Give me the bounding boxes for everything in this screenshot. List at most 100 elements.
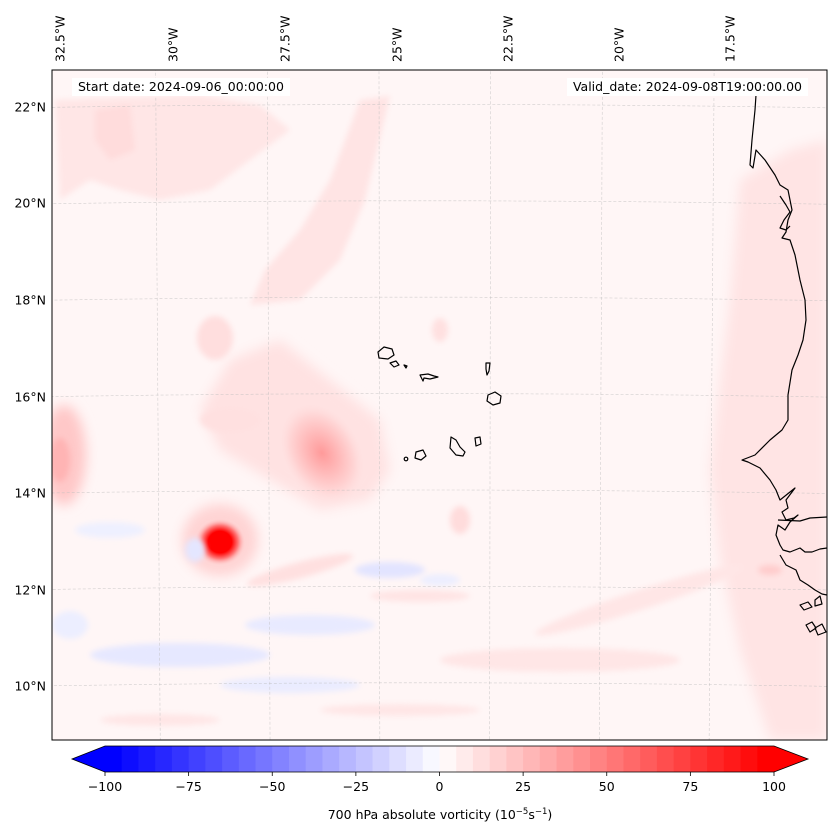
longitude-tick-label: 32.5°W: [53, 16, 68, 62]
colorbar: −100 −75 −50 −25 0 25 50 75 100: [70, 745, 810, 794]
meridian-gridline: [378, 70, 381, 740]
parallel-gridline: [52, 296, 827, 301]
bijagos-island: [799, 601, 813, 611]
colorbar-label-end: ): [547, 807, 553, 822]
colorbar-segment: [422, 746, 441, 772]
colorbar-label-unit: s: [528, 807, 535, 822]
gambia-border: [777, 516, 827, 522]
parallel-gridline: [52, 682, 827, 687]
colorbar-segment: [255, 746, 273, 772]
colorbar-segment: [406, 746, 424, 772]
colorbar-segment: [489, 746, 507, 772]
parallel-gridline: [52, 393, 827, 398]
colorbar-extend-max: [774, 746, 808, 772]
meridian-gridline: [267, 70, 271, 740]
secondary-vorticity-max: [275, 398, 369, 508]
positive-vorticity-streak: [535, 564, 745, 636]
colorbar-segment: [389, 746, 407, 772]
latitude-tick-label: 18°N: [14, 293, 46, 308]
meridian-gridline: [708, 70, 715, 740]
colorbar-segment: [188, 746, 206, 772]
negative-vorticity-area: [355, 562, 425, 578]
positive-vorticity-area: [52, 438, 70, 482]
negative-vorticity-area: [245, 615, 375, 635]
colorbar-segment: [222, 746, 240, 772]
map-frame: [51, 69, 828, 741]
colorbar-segment: [456, 746, 474, 772]
colorbar-label-main: 700 hPa absolute vorticity (10: [327, 807, 516, 822]
bijagos-island: [814, 623, 827, 636]
island-sao-vicente: [389, 360, 400, 368]
positive-vorticity-band: [250, 96, 390, 305]
negative-vorticity-area: [220, 677, 360, 693]
latitude-tick-label: 16°N: [14, 390, 46, 405]
colorbar-tick-label: −100: [88, 779, 122, 794]
colorbar-segment: [439, 746, 457, 772]
colorbar-segment: [355, 746, 374, 772]
colorbar-tick-label: −75: [175, 779, 201, 794]
latitude-tick-label: 20°N: [14, 196, 46, 211]
island-santiago: [449, 436, 466, 457]
start-date-label: Start date: 2024-09-06_00:00:00: [72, 78, 290, 96]
positive-vorticity-streak: [246, 553, 354, 587]
latitude-labels: 22°N 20°N 18°N 16°N 14°N 12°N 10°N: [14, 100, 46, 694]
colorbar-segment: [372, 746, 390, 772]
colorbar-segment: [656, 746, 675, 772]
negative-vorticity-area: [185, 538, 205, 562]
positive-vorticity-area: [758, 565, 782, 575]
colorbar-extend-min: [72, 746, 105, 772]
bijagos-island: [814, 595, 823, 607]
island-boa-vista: [486, 391, 502, 406]
colorbar-segment: [238, 746, 257, 772]
colorbar-segment: [673, 746, 691, 772]
colorbar-segment: [556, 746, 574, 772]
latitude-tick-label: 22°N: [14, 100, 46, 115]
negative-vorticity-area: [75, 522, 145, 538]
colorbar-segment: [305, 746, 324, 772]
island-santa-luzia: [403, 364, 408, 369]
meridian-gridline: [155, 70, 161, 740]
island-maio: [474, 436, 482, 447]
senegal-river-mouth: [779, 195, 791, 231]
meridian-gridline: [489, 70, 491, 740]
negative-vorticity-area: [420, 574, 460, 586]
negative-vorticity-area: [90, 643, 270, 667]
latitude-tick-label: 10°N: [14, 679, 46, 694]
colorbar-segment: [640, 746, 658, 772]
positive-vorticity-streak: [370, 590, 470, 602]
colorbar-segment: [322, 746, 340, 772]
colorbar-segment: [472, 746, 491, 772]
valid-date-label: Valid_date: 2024-09-08T19:00:00.00: [566, 78, 808, 96]
map-panel: [52, 70, 827, 740]
longitude-labels: 32.5°W 30°W 27.5°W 25°W 22.5°W 20°W 17.5°W: [53, 16, 738, 62]
parallel-gridline: [52, 200, 827, 205]
colorbar-segment: [740, 746, 758, 772]
positive-vorticity-band: [710, 140, 827, 740]
colorbar-label-exponent: −1: [534, 807, 548, 817]
island-fogo: [414, 449, 427, 461]
colorbar-segment: [155, 746, 173, 772]
colorbar-segment: [539, 746, 558, 772]
parallel-gridline: [52, 586, 827, 591]
guinea-bissau-coastline: [779, 554, 827, 596]
positive-vorticity-area: [95, 105, 135, 160]
colorbar-segment: [723, 746, 742, 772]
positive-vorticity-area: [450, 506, 470, 534]
latitude-tick-label: 12°N: [14, 583, 46, 598]
longitude-tick-label: 17.5°W: [723, 16, 738, 62]
colorbar-segment: [121, 746, 140, 772]
latitude-tick-label: 14°N: [14, 486, 46, 501]
colorbar-segment: [757, 746, 775, 772]
parallel-gridline: [52, 104, 827, 109]
colorbar-segment: [339, 746, 357, 772]
parallel-gridline: [52, 489, 827, 494]
colorbar-segment: [171, 746, 190, 772]
island-santo-antao: [377, 346, 395, 360]
colorbar-segment: [690, 746, 708, 772]
colorbar-segment: [288, 746, 307, 772]
colorbar-tick-label: 75: [682, 779, 698, 794]
longitude-tick-label: 22.5°W: [501, 16, 516, 62]
colorbar-segment: [606, 746, 625, 772]
longitude-tick-label: 27.5°W: [278, 16, 293, 62]
colorbar-segment: [707, 746, 725, 772]
